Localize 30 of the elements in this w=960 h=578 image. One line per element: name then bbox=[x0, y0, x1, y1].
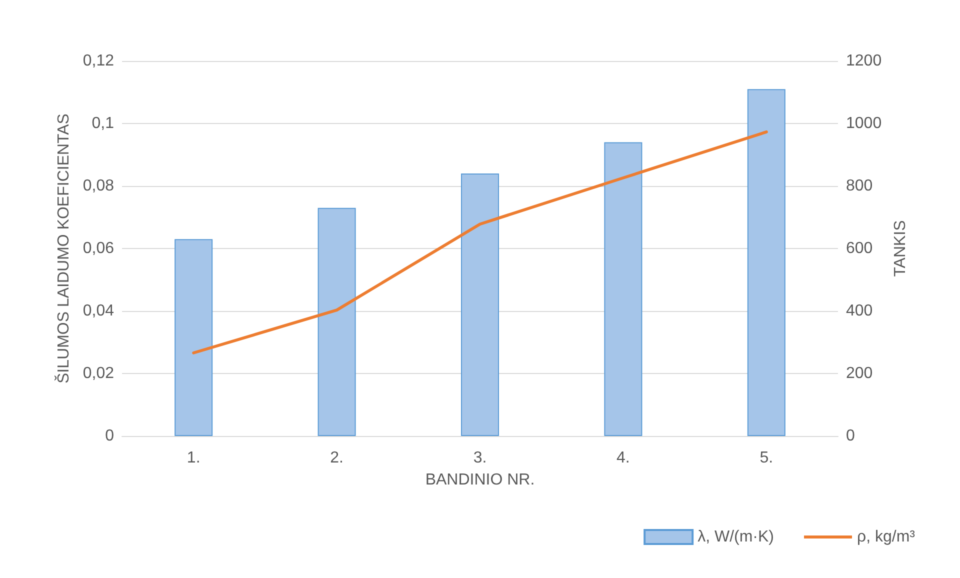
y2-tick-label: 1000 bbox=[846, 115, 882, 132]
y-tick-label: 0,08 bbox=[82, 178, 114, 194]
y2-tick-label: 400 bbox=[846, 302, 873, 320]
x-tick-label: 4. bbox=[616, 450, 630, 466]
legend-label: λ, W/(m·K) bbox=[698, 528, 774, 546]
x-tick-label: 1. bbox=[186, 450, 200, 466]
y-tick-label: 0 bbox=[105, 428, 114, 444]
y2-tick-label: 600 bbox=[846, 240, 873, 257]
x-tick-label: 2. bbox=[330, 450, 344, 466]
bar bbox=[318, 208, 356, 436]
y-tick-label: 0,1 bbox=[92, 115, 114, 132]
x-axis-title: BANDINIO NR. bbox=[425, 472, 535, 488]
bar bbox=[174, 239, 213, 436]
x-tick-label: 3. bbox=[473, 450, 487, 466]
y2-tick-label: 200 bbox=[846, 365, 873, 382]
y-tick-label: 0,06 bbox=[82, 240, 114, 257]
y-tick-label: 0,04 bbox=[82, 302, 114, 320]
y-tick-label: 0,12 bbox=[82, 52, 114, 70]
bar bbox=[604, 142, 642, 436]
y2-tick-label: 0 bbox=[846, 428, 855, 444]
y2-tick-label: 1200 bbox=[846, 52, 882, 70]
bar bbox=[747, 89, 786, 436]
y-axis-title: ŠILUMOS LAIDUMO KOEFICIENTAS bbox=[54, 114, 72, 384]
y-tick-label: 0,02 bbox=[82, 365, 114, 382]
legend-label: ρ, kg/m³ bbox=[857, 528, 916, 546]
line-series bbox=[192, 130, 768, 354]
x-tick-label: 5. bbox=[760, 450, 774, 466]
y2-axis-title: TANKIS bbox=[892, 220, 909, 277]
bar bbox=[461, 174, 499, 436]
y2-tick-label: 800 bbox=[846, 178, 873, 194]
